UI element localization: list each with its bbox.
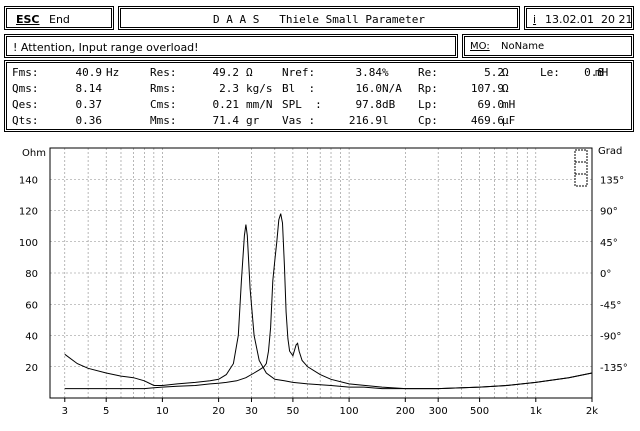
- param-unit: Ω: [502, 66, 509, 79]
- x-tick-label: 2k: [586, 406, 598, 417]
- param-unit: N/A: [382, 82, 402, 95]
- param-label: Fms:: [12, 66, 39, 79]
- parameters-panel: [4, 60, 634, 132]
- param-value: 97.8: [355, 98, 383, 111]
- datetime: 13.02.01 20 21: [545, 13, 633, 26]
- y-tick-label: 40: [25, 332, 38, 343]
- param-label: Mms:: [150, 114, 177, 127]
- param-label: Cms:: [150, 98, 177, 111]
- x-tick-label: 20: [212, 406, 225, 417]
- window-title: D A A S Thiele Small Parameter: [213, 13, 425, 26]
- param-value: 69.0: [477, 98, 505, 111]
- param-unit: Hz: [106, 66, 120, 79]
- param-value: 3.84: [355, 66, 383, 79]
- model-box[interactable]: MO: NoName: [462, 34, 634, 58]
- param-value: 16.0: [355, 82, 383, 95]
- series-line-2: [64, 213, 593, 390]
- y-tick-label: 140: [19, 175, 38, 186]
- param-value: 40.9: [75, 66, 103, 79]
- chart-series: [64, 213, 593, 390]
- param-unit: µF: [502, 114, 516, 127]
- title-bar: D A A S Thiele Small Parameter: [118, 6, 520, 30]
- y-tick-label: 20: [25, 363, 38, 374]
- param-label: Lp:: [418, 98, 438, 111]
- end-label: End: [49, 13, 70, 26]
- param-value: 0.37: [75, 98, 103, 111]
- param-unit: mH: [502, 98, 516, 111]
- esc-label: ESC: [16, 13, 40, 26]
- x-tick-label: 100: [340, 406, 359, 417]
- impedance-chart: 3 5 10 20 30 50 100 200 300 500 1k 2k 20 40 60 80 100 120…: [19, 146, 628, 417]
- x-tick-label: 50: [287, 406, 300, 417]
- param-value: 107.9: [470, 82, 504, 95]
- y-tick-label: 120: [19, 207, 38, 218]
- x-tick-label: 500: [470, 406, 489, 417]
- x-tick-label: 30: [245, 406, 258, 417]
- param-unit: mm/N: [246, 98, 273, 111]
- series-line-1: [64, 224, 593, 390]
- x-tick-label: 10: [156, 406, 169, 417]
- warning-bar: ! Attention, Input range overload!: [4, 34, 458, 58]
- x-tick-label: 1k: [530, 406, 542, 417]
- x-tick-label: 300: [429, 406, 448, 417]
- param-value: 8.14: [75, 82, 103, 95]
- plot-area-frame: [49, 147, 593, 399]
- param-unit: Ω: [502, 82, 509, 95]
- param-label: Qes:: [12, 98, 39, 111]
- param-unit: dB: [382, 98, 396, 111]
- y2-tick-label: 0°: [600, 269, 611, 280]
- param-unit: Ω: [246, 66, 253, 79]
- y2-tick-label: 45°: [600, 238, 618, 249]
- parameters-grid: Fms: 40.9 Hz Res: 49.2 Ω Nref: 3.84% Re: 5.2 Ω Le: 0…: [10, 62, 632, 130]
- datetime-box[interactable]: i 13.02.01 20 21: [524, 6, 634, 30]
- param-label: Qts:: [12, 114, 39, 127]
- param-label: Nref:: [282, 66, 316, 79]
- param-label: Vas :: [282, 114, 316, 127]
- y-tick-label: 100: [19, 238, 38, 249]
- y2-axis-label: Grad: [598, 146, 622, 157]
- param-value: 0.8: [584, 66, 604, 79]
- model-name: NoName: [501, 41, 545, 52]
- x-tick-label: 3: [62, 406, 68, 417]
- param-label: Re:: [418, 66, 438, 79]
- param-value: 469.6: [470, 114, 504, 127]
- param-label: Qms:: [12, 82, 39, 95]
- param-value: 0.36: [75, 114, 103, 127]
- param-label: Cp:: [418, 114, 438, 127]
- y2-tick-label: -135°: [600, 363, 628, 374]
- param-unit: mH: [595, 66, 609, 79]
- y-tick-label: 60: [25, 300, 38, 311]
- param-label: Res:: [150, 66, 177, 79]
- param-unit: kg/s: [246, 82, 273, 95]
- esc-end-button[interactable]: ESC End: [4, 6, 114, 30]
- warning-message: ! Attention, Input range overload!: [13, 41, 199, 54]
- x-tick-label: 200: [396, 406, 415, 417]
- y-tick-label: 80: [25, 269, 38, 280]
- y2-tick-label: -45°: [600, 300, 621, 311]
- param-label: Bl :: [282, 82, 316, 95]
- param-value: 216.9: [348, 114, 382, 127]
- param-value: 71.4: [212, 114, 240, 127]
- y2-tick-label: 90°: [600, 207, 618, 218]
- chart-grid: [50, 148, 593, 398]
- param-label: Rms:: [150, 82, 177, 95]
- mo-label: MO:: [470, 41, 490, 52]
- y2-tick-label: -90°: [600, 332, 621, 343]
- param-value: 0.21: [212, 98, 240, 111]
- info-icon[interactable]: i: [533, 13, 537, 26]
- param-unit: %: [382, 66, 389, 79]
- param-label: SPL :: [282, 98, 322, 111]
- param-label: Le:: [540, 66, 560, 79]
- param-label: Rp:: [418, 82, 438, 95]
- param-value: 49.2: [212, 66, 240, 79]
- y-axis-label: Ohm: [22, 148, 46, 159]
- chart-ticks: 3 5 10 20 30 50 100 200 300 500 1k 2k 20 40 60 80 100 120…: [19, 175, 628, 417]
- x-tick-label: 5: [103, 406, 109, 417]
- param-unit: l: [382, 114, 389, 127]
- param-value: 2.3: [219, 82, 239, 95]
- y2-tick-label: 135°: [600, 175, 624, 186]
- chart-scroll-icon[interactable]: [574, 149, 588, 187]
- param-value: 5.2: [484, 66, 504, 79]
- param-unit: gr: [246, 114, 260, 127]
